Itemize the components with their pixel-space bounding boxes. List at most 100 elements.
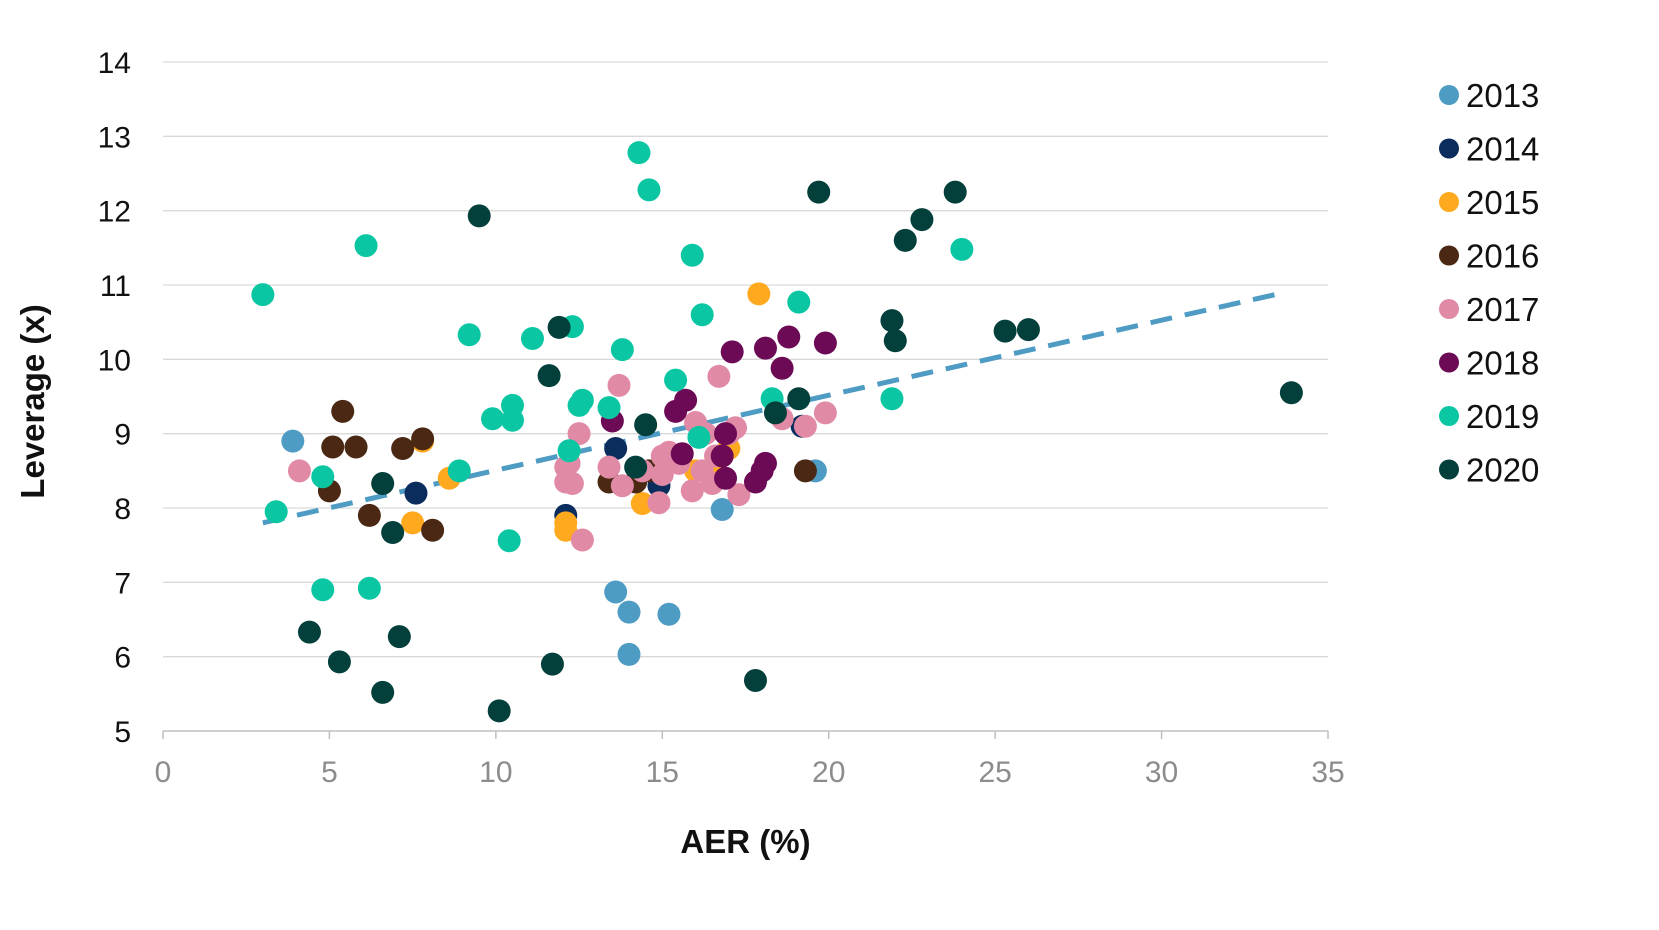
point-2020 (297, 620, 321, 644)
point-2017 (793, 414, 817, 438)
point-2020 (787, 387, 811, 411)
point-2019 (950, 237, 974, 261)
point-2020 (624, 455, 648, 479)
point-2013 (657, 602, 681, 626)
legend-label: 2014 (1466, 131, 1539, 168)
point-2020 (547, 315, 571, 339)
point-2018 (813, 331, 837, 355)
y-tick-label: 14 (98, 47, 131, 80)
point-2015 (401, 511, 425, 535)
point-2019 (787, 290, 811, 314)
legend-marker (1439, 459, 1459, 480)
point-2018 (710, 444, 734, 468)
legend-label: 2015 (1466, 184, 1539, 221)
point-2019 (637, 178, 661, 202)
y-tick-label: 6 (114, 642, 131, 675)
y-tick-label: 10 (98, 344, 131, 377)
point-2018 (714, 466, 738, 490)
data-points (251, 141, 1303, 723)
point-2016 (793, 459, 817, 483)
point-2020 (327, 650, 351, 674)
x-tick-label: 0 (155, 756, 172, 789)
point-2019 (264, 500, 288, 524)
point-2017 (813, 401, 837, 425)
point-2013 (617, 600, 641, 624)
point-2019 (497, 529, 521, 553)
point-2016 (421, 518, 445, 542)
point-2018 (670, 442, 694, 466)
legend-marker (1439, 85, 1459, 105)
point-2019 (457, 323, 481, 347)
y-tick-label: 13 (98, 121, 131, 154)
point-2020 (743, 668, 767, 692)
point-2019 (354, 234, 378, 258)
legend-label: 2019 (1466, 398, 1539, 435)
point-2020 (807, 180, 831, 204)
point-2019 (680, 243, 704, 267)
point-2017 (647, 491, 671, 515)
x-axis-title: AER (%) (680, 823, 810, 860)
point-2013 (617, 642, 641, 666)
legend-label: 2020 (1466, 452, 1539, 489)
legend-marker (1439, 299, 1459, 319)
legend-marker (1439, 138, 1459, 159)
point-2020 (883, 329, 907, 353)
point-2020 (943, 180, 967, 204)
point-2020 (763, 401, 787, 425)
point-2017 (680, 479, 704, 503)
point-2020 (537, 364, 561, 388)
series-2020 (297, 180, 1303, 723)
point-2017 (597, 455, 621, 479)
point-2019 (311, 578, 335, 602)
legend-label: 2016 (1466, 238, 1539, 275)
point-2015 (747, 282, 771, 306)
point-2020 (993, 319, 1017, 343)
point-2019 (251, 283, 275, 307)
point-2020 (387, 625, 411, 649)
x-tick-label: 25 (978, 756, 1011, 789)
y-tick-label: 9 (114, 419, 131, 452)
legend-marker (1439, 352, 1459, 373)
point-2020 (893, 228, 917, 252)
point-2016 (411, 427, 435, 451)
x-tick-label: 35 (1311, 756, 1344, 789)
point-2018 (714, 422, 738, 446)
point-2017 (287, 459, 311, 483)
point-2019 (447, 459, 471, 483)
point-2014 (404, 481, 428, 505)
point-2015 (554, 518, 578, 542)
point-2016 (321, 435, 345, 459)
point-2017 (607, 373, 631, 397)
point-2019 (627, 141, 651, 165)
point-2020 (381, 521, 405, 545)
legend-marker (1439, 192, 1459, 212)
point-2020 (1279, 381, 1303, 405)
point-2020 (910, 208, 934, 232)
point-2016 (357, 503, 381, 527)
legend: 2013 2014 2015 2016 2017 2018 2019 2020 (1439, 77, 1539, 489)
point-2019 (481, 407, 505, 431)
x-tick-label: 5 (321, 756, 338, 789)
x-tick-label: 30 (1145, 756, 1178, 789)
point-2016 (331, 399, 355, 423)
y-tick-label: 12 (98, 196, 131, 229)
point-2017 (567, 422, 591, 446)
point-2019 (311, 465, 335, 489)
point-2020 (371, 680, 395, 704)
series-2016 (317, 399, 817, 542)
point-2017 (707, 364, 731, 388)
x-tick-label: 15 (646, 756, 679, 789)
point-2020 (880, 309, 904, 333)
point-2019 (597, 396, 621, 420)
series-2018 (600, 325, 837, 494)
y-tick-label: 7 (114, 567, 131, 600)
point-2020 (371, 471, 395, 495)
point-2019 (610, 338, 634, 362)
point-2019 (687, 425, 711, 449)
point-2018 (753, 336, 777, 360)
x-tick-label: 10 (479, 756, 512, 789)
y-tick-label: 8 (114, 493, 131, 526)
point-2019 (570, 388, 594, 412)
